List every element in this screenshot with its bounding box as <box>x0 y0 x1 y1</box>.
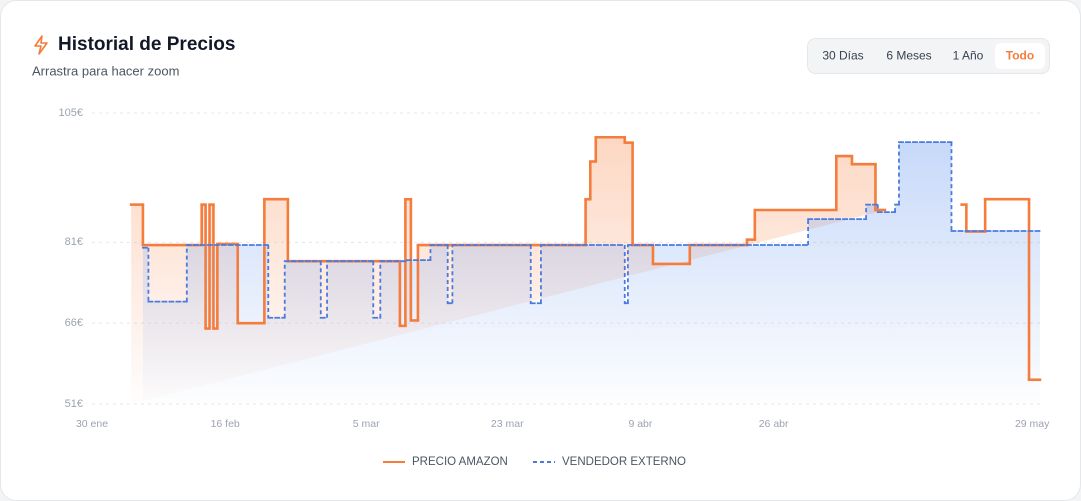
x-tick-label: 9 abr <box>628 418 652 430</box>
bolt-icon <box>34 35 48 55</box>
range-button[interactable]: 30 Días <box>822 49 863 63</box>
y-tick-label: 81€ <box>65 236 83 248</box>
legend-label: PRECIO AMAZON <box>412 456 508 468</box>
range-selector <box>807 38 1050 74</box>
title: Historial de Precios <box>58 34 235 55</box>
legend-label: VENDEDOR EXTERNO <box>562 456 686 468</box>
subtitle: Arrastra para hacer zoom <box>32 63 179 78</box>
range-button-bg[interactable] <box>995 43 1045 69</box>
range-button[interactable]: 6 Meses <box>886 49 931 63</box>
area <box>142 142 1041 404</box>
x-tick-label: 23 mar <box>491 418 524 430</box>
x-tick-label: 16 feb <box>211 418 240 430</box>
range-button[interactable]: 1 Año <box>953 49 984 63</box>
x-tick-label: 30 ene <box>76 418 108 430</box>
x-tick-label: 26 abr <box>759 418 789 430</box>
x-tick-label: 29 may <box>1015 418 1050 430</box>
x-tick-label: 5 mar <box>353 418 380 430</box>
y-tick-label: 66€ <box>65 317 83 329</box>
range-button[interactable]: Todo <box>1006 49 1034 63</box>
y-tick-label: 51€ <box>65 398 83 410</box>
y-tick-label: 105€ <box>59 107 83 119</box>
